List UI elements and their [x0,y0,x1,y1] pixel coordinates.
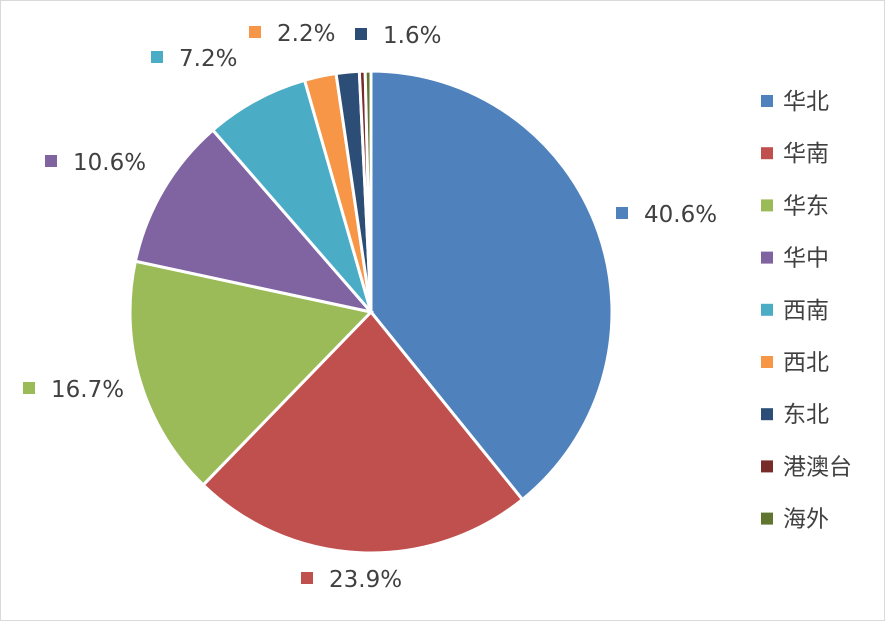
pie-slice-2 [201,309,525,555]
legend-label-2: 华南 [783,141,829,167]
legend-label-5: 西南 [783,298,829,324]
legend-label-8: 港澳台 [783,454,852,480]
data-labels: 40.6% 23.9% 16.7% 10.6% 7.2% 2.2% 1.6% [23,21,717,593]
data-label-4: 10.6% [73,150,146,176]
legend-label-7: 东北 [783,402,829,428]
data-label-5: 7.2% [179,46,237,72]
legend-key-2 [761,147,773,160]
pie-slice-3 [128,259,374,488]
data-label-key-1 [616,207,628,219]
data-label-key-7 [355,28,367,40]
data-label-key-6 [249,26,261,38]
data-label-6: 2.2% [277,21,335,47]
pie-slice-1 [369,69,614,502]
data-label-key-2 [301,572,313,584]
legend-key-5 [761,303,773,316]
pie-slices [128,69,614,555]
legend-key-9 [761,512,773,525]
legend-key-6 [761,356,773,368]
legend-key-4 [761,251,773,264]
data-label-key-5 [151,51,163,63]
data-label-key-4 [45,155,57,167]
legend-label-6: 西北 [783,350,829,376]
legend-label-3: 华东 [783,193,829,219]
legend-key-1 [761,95,773,107]
legend-key-3 [761,199,773,212]
data-label-1: 40.6% [644,202,717,228]
data-label-key-3 [23,382,35,394]
pie-slice-4 [133,128,376,315]
data-label-2: 23.9% [329,567,402,593]
legend-label-1: 华北 [783,89,829,115]
pie-slice-5 [210,78,373,313]
legend-key-7 [761,408,773,421]
legend-key-8 [761,460,773,473]
legend-label-4: 华中 [783,246,829,272]
data-label-3: 16.7% [51,377,124,403]
data-label-7: 1.6% [383,23,441,49]
legend-label-9: 海外 [783,507,829,533]
pie-slice-9 [363,69,373,313]
